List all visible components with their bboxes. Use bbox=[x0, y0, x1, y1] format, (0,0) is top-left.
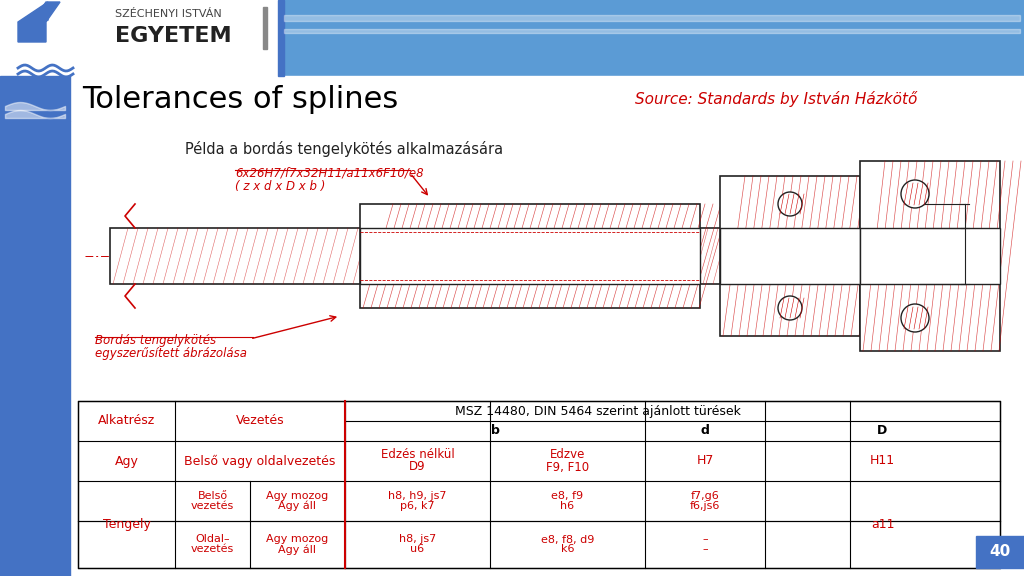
Text: MSZ 14480, DIN 5464 szerint ajánlott türések: MSZ 14480, DIN 5464 szerint ajánlott tür… bbox=[455, 404, 740, 418]
Circle shape bbox=[778, 192, 802, 216]
Polygon shape bbox=[18, 2, 48, 22]
Bar bbox=[75, 126, 1005, 571]
Text: p6, k7: p6, k7 bbox=[400, 501, 435, 511]
Text: D: D bbox=[878, 425, 888, 438]
Bar bbox=[284, 29, 1020, 33]
Text: ( z x d x D x b ): ( z x d x D x b ) bbox=[234, 180, 326, 193]
Text: e8, f9: e8, f9 bbox=[552, 491, 584, 501]
Text: SZÉCHENYI ISTVÁN: SZÉCHENYI ISTVÁN bbox=[115, 9, 222, 19]
Text: vezetés: vezetés bbox=[190, 544, 234, 555]
Text: D9: D9 bbox=[410, 460, 426, 473]
Text: Agy: Agy bbox=[115, 454, 138, 468]
Circle shape bbox=[778, 296, 802, 320]
Polygon shape bbox=[18, 2, 60, 42]
Bar bbox=[720, 228, 860, 284]
Text: h8, h9, js7: h8, h9, js7 bbox=[388, 491, 446, 501]
Bar bbox=[360, 204, 700, 308]
Text: e8, f8, d9: e8, f8, d9 bbox=[541, 535, 594, 544]
Bar bbox=[110, 228, 920, 284]
Text: h6: h6 bbox=[560, 501, 574, 511]
Text: 6x26H7/f7x32H11/a11x6F10/e8: 6x26H7/f7x32H11/a11x6F10/e8 bbox=[234, 166, 424, 179]
Text: Edzve: Edzve bbox=[550, 449, 585, 461]
Bar bbox=[263, 7, 267, 49]
Bar bbox=[720, 176, 860, 336]
Text: b: b bbox=[490, 425, 500, 438]
Text: egyszerűsített ábrázolása: egyszerűsített ábrázolása bbox=[95, 347, 247, 360]
Text: 40: 40 bbox=[989, 544, 1011, 559]
Text: F9, F10: F9, F10 bbox=[546, 460, 589, 473]
Text: h8, js7: h8, js7 bbox=[399, 535, 436, 544]
Text: Agy mozog: Agy mozog bbox=[266, 535, 329, 544]
Text: u6: u6 bbox=[411, 544, 425, 555]
Bar bbox=[284, 15, 1020, 21]
Circle shape bbox=[901, 304, 929, 332]
Text: Tengely: Tengely bbox=[102, 518, 151, 531]
Text: Alkatrész: Alkatrész bbox=[98, 415, 155, 427]
Text: H11: H11 bbox=[870, 454, 895, 468]
Bar bbox=[278, 0, 284, 76]
Text: f6,js6: f6,js6 bbox=[690, 501, 720, 511]
Text: Vezetés: Vezetés bbox=[236, 415, 285, 427]
Bar bbox=[0, 76, 1024, 121]
Circle shape bbox=[901, 180, 929, 208]
Text: d: d bbox=[700, 425, 710, 438]
Bar bbox=[0, 0, 280, 76]
Bar bbox=[976, 536, 1024, 568]
Text: H7: H7 bbox=[696, 454, 714, 468]
Bar bbox=[0, 121, 70, 576]
Text: Agy mozog: Agy mozog bbox=[266, 491, 329, 501]
Text: a11: a11 bbox=[870, 518, 894, 531]
Text: EGYETEM: EGYETEM bbox=[115, 26, 231, 46]
Text: Source: Standards by István Házkötő: Source: Standards by István Házkötő bbox=[635, 91, 918, 107]
Text: Edzés nélkül: Edzés nélkül bbox=[381, 449, 455, 461]
Bar bbox=[860, 228, 1000, 284]
Text: Tolerances of splines: Tolerances of splines bbox=[82, 85, 398, 113]
Bar bbox=[0, 76, 70, 121]
Text: –: – bbox=[702, 535, 708, 544]
Bar bbox=[78, 401, 1000, 568]
Text: Agy áll: Agy áll bbox=[279, 544, 316, 555]
Text: Példa a bordás tengelykötés alkalmazására: Példa a bordás tengelykötés alkalmazásár… bbox=[185, 141, 503, 157]
Text: Bordás tengelykötés: Bordás tengelykötés bbox=[95, 334, 216, 347]
Text: Agy áll: Agy áll bbox=[279, 501, 316, 511]
Bar bbox=[360, 228, 700, 284]
Bar bbox=[860, 161, 1000, 351]
Text: Belső: Belső bbox=[198, 491, 227, 501]
Text: vezetés: vezetés bbox=[190, 501, 234, 511]
Text: k6: k6 bbox=[561, 544, 574, 555]
Text: –: – bbox=[702, 544, 708, 555]
Bar bbox=[0, 121, 1024, 576]
Text: f7,g6: f7,g6 bbox=[690, 491, 720, 501]
Text: Oldal–: Oldal– bbox=[196, 535, 229, 544]
Bar bbox=[280, 0, 1024, 76]
Text: Belső vagy oldalvezetés: Belső vagy oldalvezetés bbox=[184, 454, 336, 468]
